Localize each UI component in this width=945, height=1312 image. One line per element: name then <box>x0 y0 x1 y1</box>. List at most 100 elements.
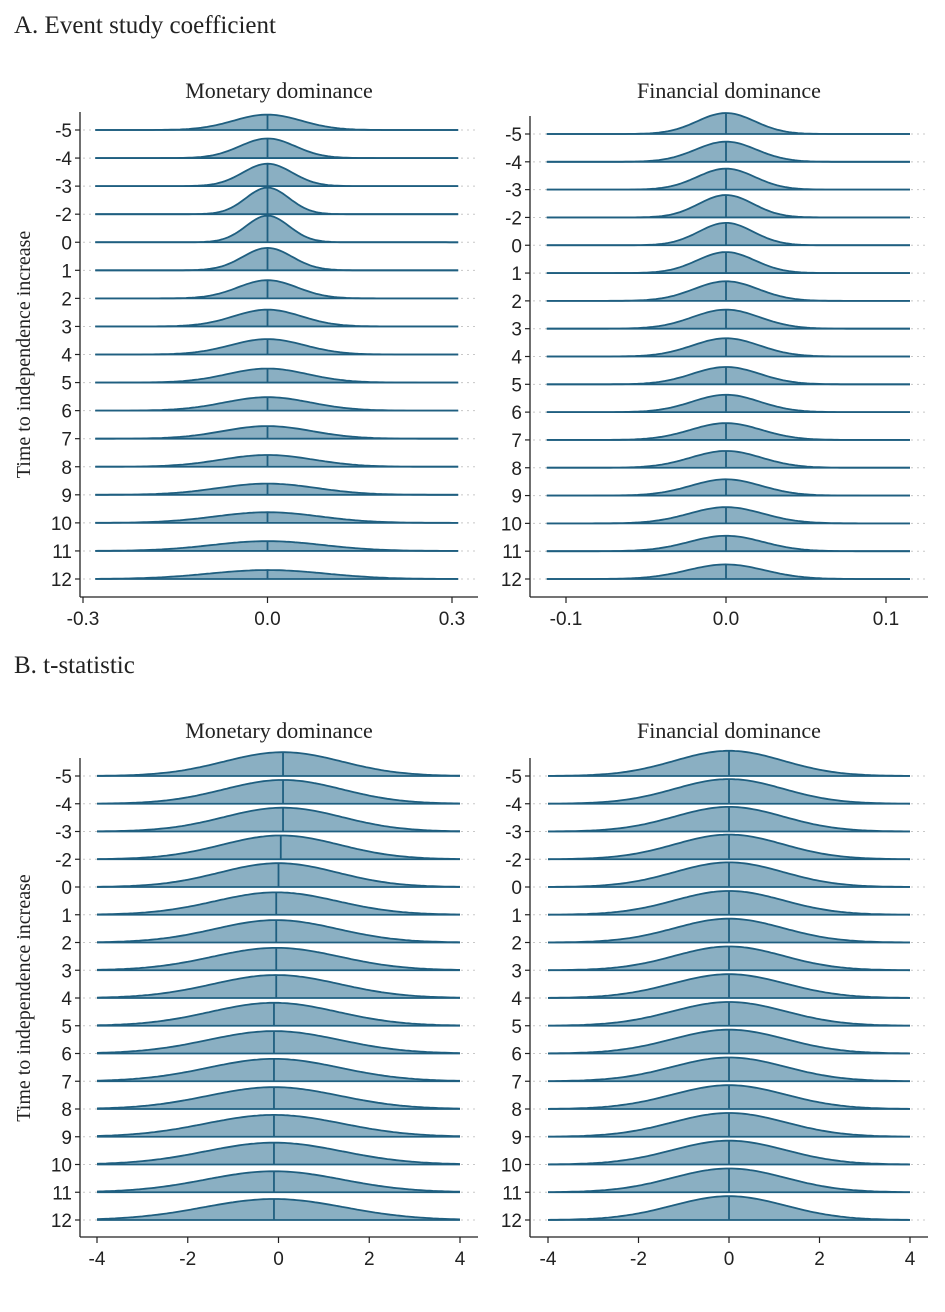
y-tick-label: -4 <box>55 795 72 816</box>
y-tick-label: 2 <box>511 292 522 313</box>
x-tick-label: 0 <box>724 1249 735 1270</box>
y-tick-label: 6 <box>511 1045 522 1066</box>
density-curve <box>97 751 460 777</box>
density-fill <box>97 920 460 943</box>
density-fill <box>95 483 459 495</box>
density-fill <box>95 247 459 271</box>
y-tick-label: 2 <box>511 934 522 955</box>
x-tick-label: 0.0 <box>254 609 280 630</box>
y-tick-label: -5 <box>55 767 72 788</box>
y-tick-label: 8 <box>61 1100 72 1121</box>
y-tick-label: 0 <box>61 878 72 899</box>
subplot-title: Monetary dominance <box>185 718 373 743</box>
y-tick-label: 12 <box>501 570 522 591</box>
y-tick-label: 3 <box>61 961 72 982</box>
density-fill <box>97 947 460 971</box>
density-curve <box>96 1086 461 1110</box>
y-tick-label: -2 <box>505 208 522 229</box>
y-tick-label: -4 <box>505 153 522 174</box>
y-tick-label: 5 <box>511 1017 522 1038</box>
density-curve <box>96 919 461 944</box>
density-fill <box>546 394 910 413</box>
x-tick-label: 0.0 <box>713 609 739 630</box>
y-tick-label: 2 <box>61 289 72 310</box>
y-tick-label: 8 <box>511 459 522 480</box>
density-curve <box>97 891 460 916</box>
y-tick-label: 12 <box>51 1211 72 1232</box>
density-fill <box>95 339 459 355</box>
density-fill <box>95 114 459 130</box>
panel-b-title: B. t-statistic <box>14 652 135 679</box>
y-tick-label: 6 <box>61 1045 72 1066</box>
density-fill <box>546 338 910 357</box>
y-tick-label: 5 <box>61 1017 72 1038</box>
y-tick-label: 8 <box>61 458 72 479</box>
y-tick-label: 6 <box>61 402 72 423</box>
y-tick-label: 9 <box>511 1128 522 1149</box>
y-tick-label: 8 <box>511 1100 522 1121</box>
y-tick-label: -2 <box>55 205 72 226</box>
density-fill <box>95 138 459 159</box>
y-tick-label: 3 <box>61 317 72 338</box>
density-curve <box>96 834 460 860</box>
y-tick-label: -5 <box>505 767 522 788</box>
density-fill <box>97 1087 460 1109</box>
density-fill <box>95 368 459 383</box>
x-tick-label: 4 <box>455 1249 466 1270</box>
y-axis-label: Time to independence increase <box>13 231 35 479</box>
y-tick-label: 1 <box>61 261 72 282</box>
y-tick-label: 0 <box>61 233 72 254</box>
y-tick-label: 4 <box>61 989 72 1010</box>
x-tick-label: 0 <box>273 1249 284 1270</box>
y-tick-label: 7 <box>61 430 72 451</box>
density-fill <box>546 507 910 524</box>
y-tick-label: 3 <box>511 961 522 982</box>
y-tick-label: 4 <box>511 348 522 369</box>
density-curve <box>97 779 461 805</box>
density-fill <box>97 1002 460 1026</box>
density-curve <box>97 806 460 833</box>
y-tick-label: 3 <box>511 320 522 341</box>
density-fill <box>546 309 910 329</box>
density-fill <box>97 975 460 998</box>
density-fill <box>95 397 459 411</box>
x-tick-label: 0.3 <box>439 609 465 630</box>
density-fill <box>97 1142 460 1165</box>
y-tick-label: 10 <box>51 1156 72 1177</box>
panel-a-title: A. Event study coefficient <box>14 12 276 39</box>
y-tick-label: -2 <box>55 850 72 871</box>
density-curve <box>96 1198 461 1221</box>
x-tick-label: 4 <box>905 1249 916 1270</box>
x-tick-label: 0.1 <box>873 609 899 630</box>
y-tick-label: 9 <box>511 487 522 508</box>
y-tick-label: -3 <box>55 177 72 198</box>
y-tick-label: 10 <box>501 1156 522 1177</box>
density-fill <box>546 113 910 134</box>
y-tick-label: -3 <box>505 181 522 202</box>
y-tick-label: 5 <box>61 374 72 395</box>
density-curve <box>96 974 461 999</box>
y-tick-label: 4 <box>61 346 72 367</box>
density-fill <box>546 222 910 246</box>
density-fill <box>546 535 910 552</box>
x-tick-label: -0.3 <box>67 609 100 630</box>
y-tick-label: -3 <box>505 823 522 844</box>
y-tick-label: 7 <box>61 1072 72 1093</box>
y-tick-label: -5 <box>55 121 72 142</box>
subplot-title: Financial dominance <box>637 718 821 743</box>
subplot-title: Monetary dominance <box>185 78 373 103</box>
density-fill <box>97 1171 460 1193</box>
y-tick-label: -4 <box>505 795 522 816</box>
y-tick-label: 7 <box>511 431 522 452</box>
density-fill <box>95 215 459 243</box>
density-fill <box>546 479 910 496</box>
x-tick-label: -2 <box>179 1249 196 1270</box>
density-curve <box>96 1001 460 1027</box>
density-fill <box>95 455 459 467</box>
y-tick-label: 0 <box>511 236 522 257</box>
y-tick-label: 0 <box>511 878 522 899</box>
density-fill <box>546 168 910 190</box>
density-fill <box>546 564 910 579</box>
density-curve <box>97 1058 460 1082</box>
y-tick-label: 11 <box>502 1183 522 1204</box>
